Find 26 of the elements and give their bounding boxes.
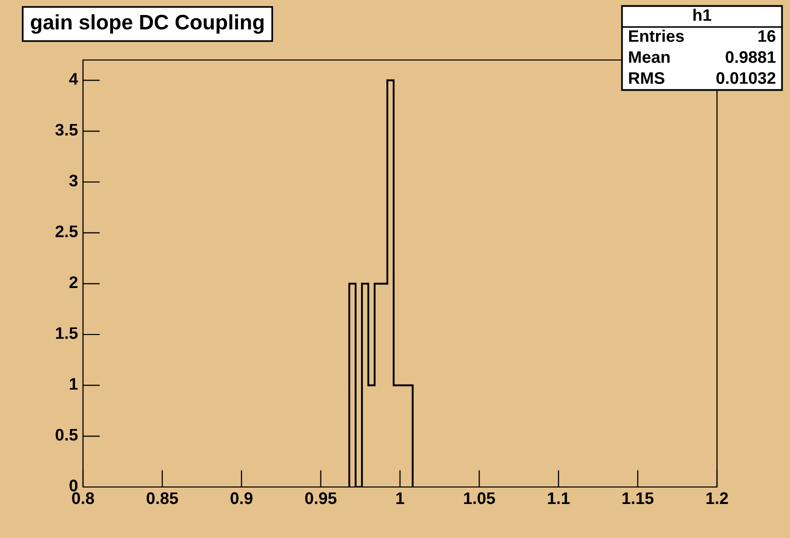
y-tick-label: 2.5 xyxy=(56,226,78,238)
text: h1 xyxy=(693,8,712,21)
x-tick-label: 0.95 xyxy=(305,492,337,504)
text: 0.9881 xyxy=(726,51,776,63)
text: 16 xyxy=(758,30,776,42)
y-tick-label: 3 xyxy=(69,174,78,186)
annotation: 0.01032 xyxy=(716,72,776,84)
x-tick-label: 0.9 xyxy=(230,492,252,504)
x-tick-label: 1.15 xyxy=(622,492,654,504)
x-tick-label: 1 xyxy=(396,492,404,504)
y-tick-label: 4 xyxy=(69,73,78,85)
y-tick-label: 0.5 xyxy=(56,428,78,441)
x-tick-label: 0.8 xyxy=(72,492,94,504)
y-tick-label: 2 xyxy=(69,276,78,288)
annotation: RMS xyxy=(629,72,664,84)
y-tick-label: 0 xyxy=(70,480,78,492)
x-tick-label: 1.05 xyxy=(464,492,496,504)
annotation: Mean xyxy=(629,51,670,63)
y-tick-label: 1 xyxy=(70,378,78,390)
text: Entries xyxy=(629,30,684,42)
x-tick-label: 1.1 xyxy=(548,492,570,504)
x-tick-label: 1.2 xyxy=(706,492,728,504)
y-tick-label: 1.5 xyxy=(56,327,78,339)
chart-title: gain slope DC Coupling xyxy=(30,14,264,34)
x-tick-label: 0.85 xyxy=(146,492,178,504)
y-tick-label: 3.5 xyxy=(55,124,78,136)
